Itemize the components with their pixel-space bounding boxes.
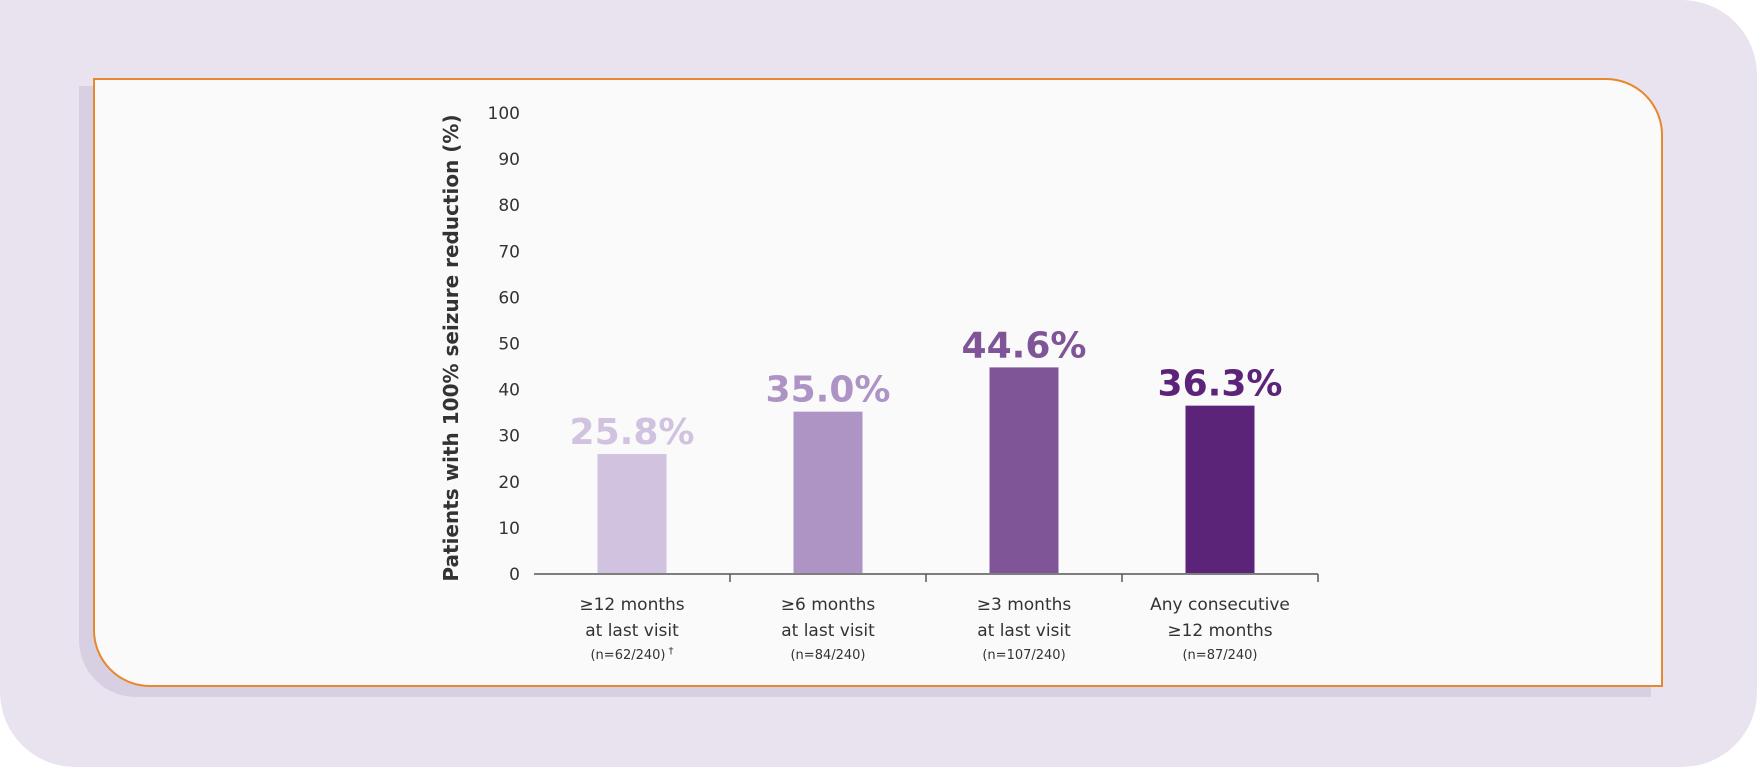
x-category-label-line2: at last visit [781, 621, 875, 641]
chart-card [93, 78, 1663, 687]
x-category-sample-size: (n=84/240) [790, 648, 865, 663]
x-category-label-line2: ≥12 months [1167, 621, 1272, 641]
x-axis-labels: ≥12 months at last visit (n=62/240) † ≥6 mon… [579, 595, 1290, 663]
y-tick-label: 70 [498, 242, 520, 262]
value-labels: 25.8% 35.0% 44.6% 36.3% [570, 325, 1283, 453]
y-tick-label: 90 [498, 150, 520, 170]
bars [597, 367, 1255, 573]
x-category-label-line2: at last visit [585, 621, 679, 641]
y-tick-label: 60 [498, 288, 520, 308]
bar [597, 454, 667, 573]
x-category-label-line1: ≥3 months [977, 595, 1072, 615]
x-axis [534, 573, 1319, 582]
bar-value-label: 25.8% [570, 412, 695, 453]
bar-value-label: 36.3% [1158, 364, 1283, 405]
bar-value-label: 44.6% [962, 325, 1087, 366]
y-tick-label: 10 [498, 519, 520, 539]
y-tick-label: 50 [498, 335, 520, 355]
x-category-label-line2: at last visit [977, 621, 1071, 641]
bar [793, 411, 863, 573]
y-tick-label: 40 [498, 381, 520, 401]
y-axis-ticks: 0 10 20 30 40 50 60 70 80 90 100 [488, 104, 520, 585]
x-category-sample-size: (n=107/240) [982, 648, 1065, 663]
y-tick-label: 0 [509, 565, 520, 585]
footnote-marker: † [669, 646, 674, 657]
bar [989, 367, 1059, 573]
bar [1185, 405, 1255, 573]
y-tick-label: 20 [498, 473, 520, 493]
x-category-label-line1: ≥6 months [781, 595, 876, 615]
x-category-sample-size: (n=87/240) [1182, 648, 1257, 663]
x-category-label-line1: Any consecutive [1150, 595, 1290, 615]
y-tick-label: 100 [488, 104, 520, 124]
bar-value-label: 35.0% [766, 370, 891, 411]
y-axis-label: Patients with 100% seizure reduction (%) [439, 114, 463, 581]
y-tick-label: 80 [498, 196, 520, 216]
x-category-sample-size: (n=62/240) † [590, 646, 673, 663]
x-category-label-line1: ≥12 months [579, 595, 684, 615]
y-tick-label: 30 [498, 427, 520, 447]
